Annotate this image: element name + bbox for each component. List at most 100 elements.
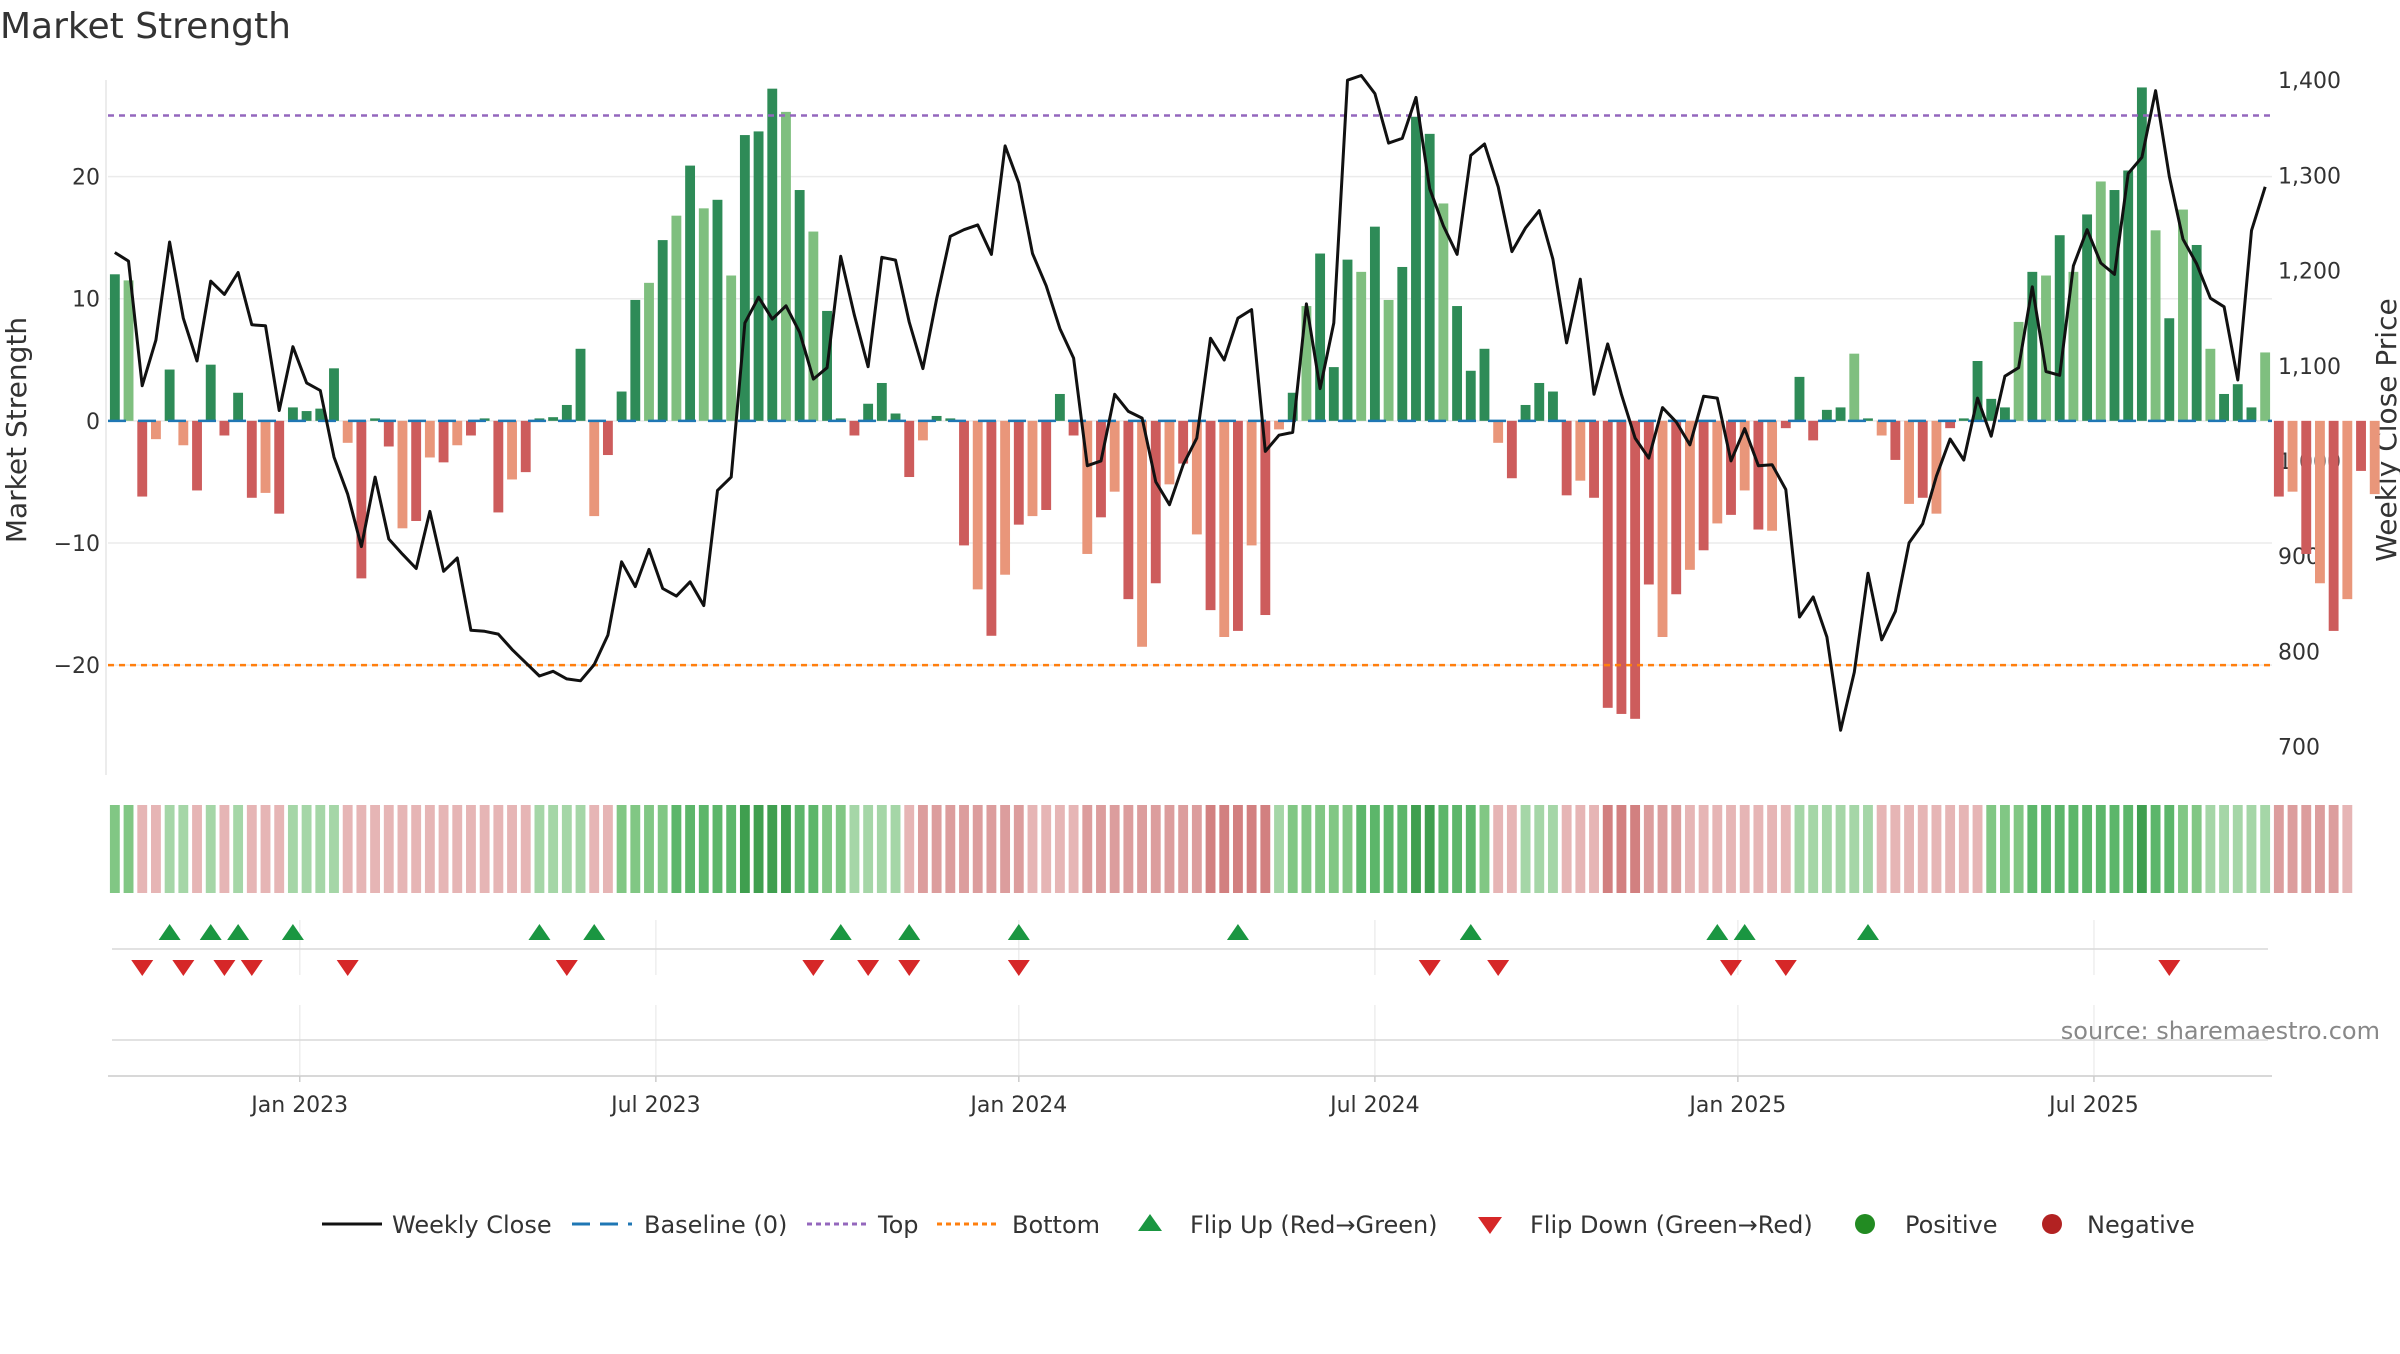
heat-cell — [2013, 805, 2024, 893]
heat-cell — [1904, 805, 1914, 893]
heat-cell — [753, 805, 764, 893]
heat-cell — [520, 805, 531, 893]
strength-bar — [1999, 407, 2010, 421]
strength-bar — [1726, 420, 1736, 515]
strength-bar — [2164, 318, 2175, 421]
flip-up-marker — [1706, 924, 1729, 940]
heat-cell — [1109, 805, 1120, 893]
strength-bar — [2109, 190, 2120, 421]
heat-cell — [534, 805, 545, 893]
heat-cell — [2095, 805, 2106, 893]
heat-cell — [1698, 805, 1709, 893]
heat-cell — [192, 805, 202, 893]
strength-bar — [1274, 420, 1284, 430]
heat-cell — [835, 805, 846, 893]
flip-down-marker — [1720, 960, 1742, 976]
heat-cell — [1452, 805, 1463, 893]
source-text: source: sharemaestro.com — [2061, 1017, 2380, 1045]
y-tick-label: 10 — [72, 288, 100, 313]
strength-bar — [383, 420, 394, 447]
strength-bar — [342, 420, 353, 443]
flip-up-marker — [199, 924, 222, 940]
strength-bar — [1890, 420, 1901, 460]
strength-bar — [246, 420, 257, 498]
heat-cell — [602, 805, 613, 893]
strength-bar — [1616, 420, 1627, 714]
strength-bar — [986, 420, 997, 636]
strength-bar — [616, 391, 627, 421]
heat-cell — [671, 805, 682, 893]
heat-cell — [507, 805, 517, 893]
heat-cell — [890, 805, 901, 893]
flip-up-marker — [1733, 924, 1756, 940]
heat-cell — [575, 805, 586, 893]
strength-bar — [602, 420, 613, 456]
strength-bar — [1643, 420, 1654, 585]
flip-down-marker — [898, 960, 921, 976]
heat-cell — [1534, 805, 1545, 893]
flip-down-marker — [240, 960, 263, 976]
strength-bar — [1369, 226, 1380, 421]
heat-cell — [2342, 805, 2353, 893]
heat-cell — [1972, 805, 1983, 893]
heat-cell — [205, 805, 216, 893]
heat-cell — [1575, 805, 1586, 893]
legend-bottom-label: Bottom — [1012, 1211, 1100, 1239]
strength-bar — [1013, 420, 1024, 525]
strength-bar — [1219, 420, 1230, 637]
strength-bar — [2356, 420, 2366, 471]
heat-cell — [2219, 805, 2229, 893]
heat-cell — [301, 805, 312, 893]
heat-cell — [1849, 805, 1860, 893]
heat-cell — [561, 805, 572, 893]
strength-bar — [123, 280, 134, 421]
heat-cell — [2178, 805, 2188, 893]
heat-cell — [2287, 805, 2298, 893]
heat-cell — [178, 805, 189, 893]
heat-cell — [424, 805, 435, 893]
heat-cell — [2273, 805, 2284, 893]
strength-bar — [1972, 361, 1983, 421]
heat-cell — [1616, 805, 1627, 893]
heat-cell — [2054, 805, 2065, 893]
weekly-close-line — [114, 74, 2267, 732]
strength-bar — [178, 420, 189, 446]
heat-cell — [1780, 805, 1791, 893]
x-tick-label: Jan 2023 — [249, 1093, 348, 1118]
legend-flip-down-label: Flip Down (Green→Red) — [1530, 1211, 1813, 1239]
flip-down-marker — [857, 960, 880, 976]
heat-cell — [2315, 805, 2325, 893]
strength-bar — [205, 364, 216, 421]
strength-bar — [685, 165, 696, 421]
heat-cell — [274, 805, 285, 893]
heat-cell — [1274, 805, 1284, 893]
y-tick-label: −10 — [54, 532, 100, 557]
heat-cell — [548, 805, 559, 893]
heat-cell — [1205, 805, 1216, 893]
heat-cell — [2082, 805, 2093, 893]
flip-up-marker — [158, 924, 181, 940]
strength-bar — [1493, 420, 1504, 443]
heat-cell — [1301, 805, 1312, 893]
x-tick-label: Jan 2024 — [968, 1093, 1067, 1118]
strength-bar — [1000, 420, 1011, 575]
flip-down-marker — [1774, 960, 1797, 976]
strength-bar — [452, 420, 463, 446]
heat-cell — [2301, 805, 2312, 893]
strength-bar — [1123, 420, 1134, 600]
strength-bar — [137, 420, 148, 497]
heat-cell — [1465, 805, 1476, 893]
strength-bar — [315, 408, 326, 421]
strength-bar — [1233, 420, 1243, 631]
strength-bar — [370, 418, 381, 421]
strength-bar — [2342, 420, 2353, 600]
heat-cell — [493, 805, 504, 893]
strength-bar — [219, 420, 230, 436]
strength-bar — [1945, 420, 1956, 429]
flip-down-marker — [131, 960, 154, 976]
heat-cell — [2232, 805, 2243, 893]
strength-bar — [698, 208, 709, 421]
heat-cell — [1191, 805, 1202, 893]
heat-cell — [959, 805, 969, 893]
strength-bar — [917, 420, 928, 441]
